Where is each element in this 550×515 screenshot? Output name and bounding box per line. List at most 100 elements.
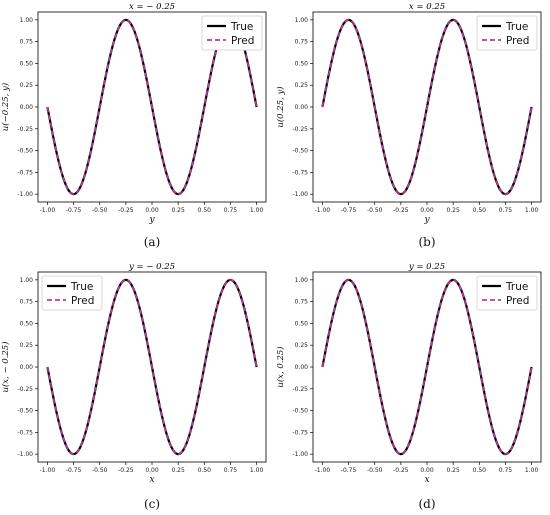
series-line-pred xyxy=(46,279,258,455)
y-tick-label: -0.50 xyxy=(292,148,308,155)
y-tick-label: 0.00 xyxy=(20,364,34,371)
y-axis-label: u(0.25, y) xyxy=(275,86,286,127)
y-tick-label: -0.25 xyxy=(17,126,33,133)
y-tick-label: 0.75 xyxy=(295,39,309,46)
legend-entry-pred: Pred xyxy=(506,35,529,47)
y-tick-label: 0.50 xyxy=(20,60,34,67)
x-tick-label: -1.00 xyxy=(40,467,56,474)
x-tick-label: 0.50 xyxy=(473,207,487,214)
y-tick-label: 0.00 xyxy=(20,104,34,111)
y-tick-label: 0.75 xyxy=(295,299,309,306)
y-tick-label: -0.75 xyxy=(17,169,33,176)
legend-entry-pred: Pred xyxy=(231,35,254,47)
legend: True Pred xyxy=(201,15,263,51)
subfigure-caption: (d) xyxy=(418,497,435,511)
x-tick-label: 0.25 xyxy=(446,207,460,214)
x-tick-label: 0.75 xyxy=(499,467,513,474)
y-tick-label: -1.00 xyxy=(292,191,308,198)
legend-entry-true: True xyxy=(505,281,528,293)
x-tick-label: -1.00 xyxy=(315,467,331,474)
panel-title: y = − 0.25 xyxy=(128,262,175,272)
y-tick-label: 0.75 xyxy=(20,39,34,46)
y-tick-label: 1.00 xyxy=(295,277,309,284)
panel-title: y = 0.25 xyxy=(408,262,445,272)
series-line-pred xyxy=(321,19,533,195)
y-tick-label: -1.00 xyxy=(17,451,33,458)
x-tick-label: -0.75 xyxy=(66,207,82,214)
y-tick-label: 0.00 xyxy=(295,364,309,371)
chart-panel-2: x = 0.25 -1.00 -0.75 -0.50 -0.25 0.00 0.25 0.50… xyxy=(275,2,542,249)
y-tick-label: 0.50 xyxy=(20,320,34,327)
y-axis-label: u(x, 0.25) xyxy=(275,346,286,387)
y-tick-label: -0.75 xyxy=(292,429,308,436)
x-tick-label: -0.75 xyxy=(341,207,357,214)
subfigure-caption: (b) xyxy=(418,235,435,249)
x-tick-label: -0.25 xyxy=(393,207,409,214)
x-tick-label: 0.75 xyxy=(224,207,238,214)
y-tick-label: 1.00 xyxy=(295,17,309,24)
x-tick-label: -0.50 xyxy=(367,467,383,474)
y-axis-label: u(x, − 0.25) xyxy=(0,341,11,392)
legend-entry-pred: Pred xyxy=(506,295,529,307)
legend-entry-true: True xyxy=(230,21,253,33)
y-tick-label: 0.25 xyxy=(20,342,34,349)
legend-entry-true: True xyxy=(70,281,93,293)
y-tick-label: 0.50 xyxy=(295,320,309,327)
x-tick-label: -0.50 xyxy=(367,207,383,214)
chart-panel-3: y = − 0.25 -1.00 -0.75 -0.50 -0.25 0.00 0.25 0.… xyxy=(0,262,267,511)
panel-title: x = 0.25 xyxy=(409,2,445,12)
legend-box xyxy=(476,275,538,311)
y-tick-label: 0.00 xyxy=(295,104,309,111)
x-tick-label: 0.50 xyxy=(198,467,212,474)
series-line-pred xyxy=(321,279,533,455)
y-tick-label: 0.50 xyxy=(295,60,309,67)
x-tick-label: -0.50 xyxy=(92,467,108,474)
panel-title: x = − 0.25 xyxy=(129,2,175,12)
y-tick-label: 1.00 xyxy=(20,17,34,24)
x-tick-label: 0.00 xyxy=(145,207,159,214)
y-tick-label: -0.75 xyxy=(17,429,33,436)
y-tick-label: -0.50 xyxy=(17,408,33,415)
x-tick-label: 0.75 xyxy=(499,207,513,214)
legend: True Pred xyxy=(41,275,103,311)
x-axis-label: x xyxy=(424,475,429,485)
legend: True Pred xyxy=(476,275,538,311)
legend-box xyxy=(476,15,538,51)
x-tick-label: -0.25 xyxy=(393,467,409,474)
x-axis-label: x xyxy=(149,475,154,485)
y-tick-label: 1.00 xyxy=(20,277,34,284)
y-tick-label: -0.25 xyxy=(292,386,308,393)
legend-box xyxy=(41,275,103,311)
y-tick-label: -0.50 xyxy=(17,148,33,155)
y-tick-label: -0.25 xyxy=(17,386,33,393)
x-tick-label: 0.50 xyxy=(198,207,212,214)
x-tick-label: 1.00 xyxy=(525,467,539,474)
chart-panel-1: x = − 0.25 -1.00 -0.75 -0.50 -0.25 0.00 0.25 0.… xyxy=(0,2,267,249)
y-tick-label: -1.00 xyxy=(292,451,308,458)
y-tick-label: 0.25 xyxy=(20,82,34,89)
x-tick-label: 1.00 xyxy=(525,207,539,214)
x-tick-label: 0.00 xyxy=(145,467,159,474)
x-tick-label: 1.00 xyxy=(250,467,264,474)
y-tick-label: 0.25 xyxy=(295,82,309,89)
y-tick-label: -0.50 xyxy=(292,408,308,415)
subfigure-caption: (a) xyxy=(144,235,161,249)
subfigure-caption: (c) xyxy=(144,497,160,511)
x-tick-label: -0.50 xyxy=(92,207,108,214)
y-tick-label: -0.25 xyxy=(292,126,308,133)
x-tick-label: 0.00 xyxy=(420,467,434,474)
x-tick-label: -1.00 xyxy=(40,207,56,214)
y-tick-label: 0.75 xyxy=(20,299,34,306)
legend-entry-pred: Pred xyxy=(71,295,94,307)
x-tick-label: 0.75 xyxy=(224,467,238,474)
x-tick-label: 0.25 xyxy=(171,467,185,474)
x-tick-label: 0.25 xyxy=(446,467,460,474)
x-tick-label: -0.75 xyxy=(341,467,357,474)
chart-panel-4: y = 0.25 -1.00 -0.75 -0.50 -0.25 0.00 0.25 0.50… xyxy=(275,262,542,511)
legend-entry-true: True xyxy=(505,21,528,33)
x-axis-label: y xyxy=(148,215,155,225)
y-tick-label: -1.00 xyxy=(17,191,33,198)
x-tick-label: 0.25 xyxy=(171,207,185,214)
y-tick-label: 0.25 xyxy=(295,342,309,349)
